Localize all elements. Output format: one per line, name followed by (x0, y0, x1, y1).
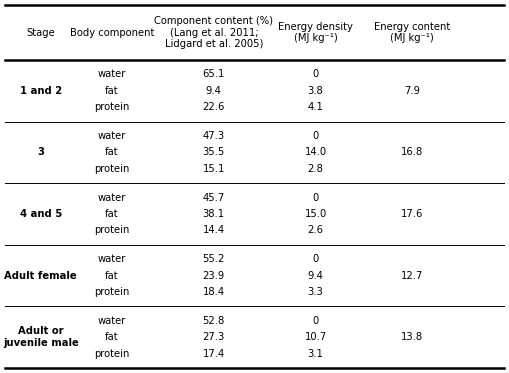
Text: protein: protein (94, 225, 130, 235)
Text: 9.4: 9.4 (206, 86, 222, 96)
Text: fat: fat (105, 270, 119, 280)
Text: 3.1: 3.1 (307, 349, 324, 358)
Text: 12.7: 12.7 (401, 270, 423, 280)
Text: 47.3: 47.3 (203, 131, 225, 141)
Text: 13.8: 13.8 (401, 332, 423, 342)
Text: 2.6: 2.6 (307, 225, 324, 235)
Text: 14.0: 14.0 (304, 147, 327, 157)
Text: water: water (98, 192, 126, 203)
Text: 17.6: 17.6 (401, 209, 423, 219)
Text: Body component: Body component (70, 28, 154, 38)
Text: 15.0: 15.0 (304, 209, 327, 219)
Text: fat: fat (105, 209, 119, 219)
Text: Component content (%)
(Lang et al. 2011;
Lidgard et al. 2005): Component content (%) (Lang et al. 2011;… (154, 16, 273, 49)
Text: water: water (98, 254, 126, 264)
Text: 1 and 2: 1 and 2 (20, 86, 62, 96)
Text: 45.7: 45.7 (203, 192, 225, 203)
Text: 9.4: 9.4 (307, 270, 324, 280)
Text: 14.4: 14.4 (203, 225, 225, 235)
Text: Adult or
juvenile male: Adult or juvenile male (3, 326, 78, 348)
Text: 23.9: 23.9 (203, 270, 225, 280)
Text: 0: 0 (313, 254, 319, 264)
Text: protein: protein (94, 287, 130, 297)
Text: 3.3: 3.3 (308, 287, 323, 297)
Text: fat: fat (105, 147, 119, 157)
Text: 0: 0 (313, 192, 319, 203)
Text: 17.4: 17.4 (203, 349, 225, 358)
Text: 22.6: 22.6 (203, 102, 225, 112)
Text: 0: 0 (313, 131, 319, 141)
Text: 52.8: 52.8 (203, 316, 225, 326)
Text: 0: 0 (313, 316, 319, 326)
Text: 7.9: 7.9 (404, 86, 420, 96)
Text: 65.1: 65.1 (203, 69, 225, 79)
Text: water: water (98, 131, 126, 141)
Text: 27.3: 27.3 (203, 332, 225, 342)
Text: 10.7: 10.7 (304, 332, 327, 342)
Text: 18.4: 18.4 (203, 287, 225, 297)
Text: protein: protein (94, 102, 130, 112)
Text: 15.1: 15.1 (203, 164, 225, 174)
Text: 3: 3 (37, 147, 44, 157)
Text: water: water (98, 316, 126, 326)
Text: 4.1: 4.1 (307, 102, 324, 112)
Text: 55.2: 55.2 (203, 254, 225, 264)
Text: Stage: Stage (26, 28, 55, 38)
Text: Energy density
(MJ kg⁻¹): Energy density (MJ kg⁻¹) (278, 22, 353, 43)
Text: 38.1: 38.1 (203, 209, 225, 219)
Text: Adult female: Adult female (5, 270, 77, 280)
Text: fat: fat (105, 86, 119, 96)
Text: Energy content
(MJ kg⁻¹): Energy content (MJ kg⁻¹) (374, 22, 450, 43)
Text: 4 and 5: 4 and 5 (19, 209, 62, 219)
Text: 3.8: 3.8 (308, 86, 323, 96)
Text: 16.8: 16.8 (401, 147, 423, 157)
Text: 2.8: 2.8 (307, 164, 324, 174)
Text: water: water (98, 69, 126, 79)
Text: protein: protein (94, 164, 130, 174)
Text: protein: protein (94, 349, 130, 358)
Text: 35.5: 35.5 (203, 147, 225, 157)
Text: fat: fat (105, 332, 119, 342)
Text: 0: 0 (313, 69, 319, 79)
